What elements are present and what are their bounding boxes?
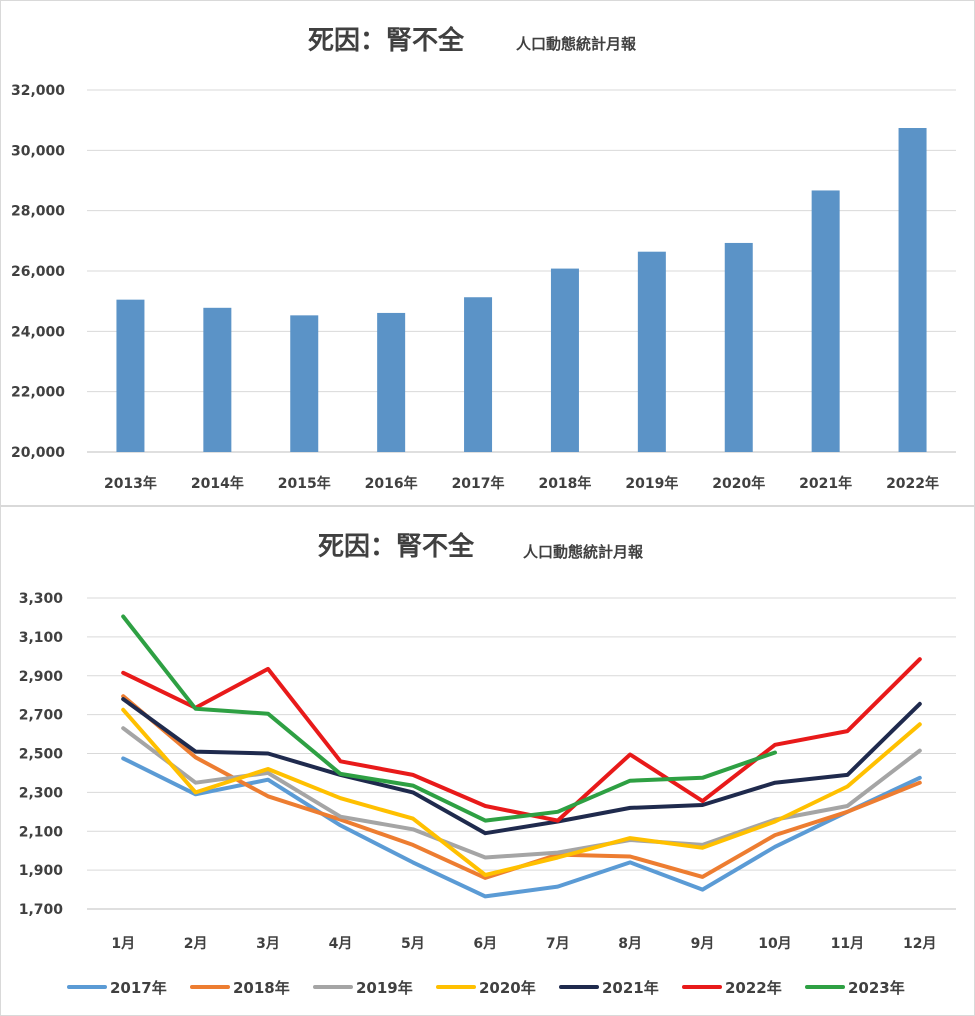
x-tick-label: 2015年	[278, 475, 331, 492]
legend-entry: 2023年	[848, 979, 905, 997]
chart-subtitle: 人口動態統計月報	[516, 35, 637, 53]
x-tick-label: 5月	[401, 936, 425, 952]
y-tick-label: 24,000	[11, 324, 65, 340]
bar-chart: 死因：腎不全 人口動態統計月報 20,000 22,000 24,000 26,000…	[11, 25, 956, 492]
series-line	[121, 697, 922, 836]
legend-entry: 2019年	[356, 979, 413, 997]
line-chart-panel: 死因：腎不全 人口動態統計月報 1,700 1,900 2,100 2,300 2,50…	[0, 506, 975, 1016]
y-tick-label: 2,300	[19, 785, 64, 801]
y-tick-label: 20,000	[11, 445, 65, 461]
x-tick-label: 8月	[618, 936, 642, 952]
x-tick-label: 2017年	[452, 475, 505, 492]
y-tick-label: 2,500	[19, 747, 64, 763]
y-tick-label: 3,300	[19, 591, 64, 607]
bar	[203, 307, 232, 452]
legend: 2017年 2018年 2019年 2020年 2021年 2022年 2023年	[67, 979, 905, 997]
x-tick-label: 12月	[903, 936, 936, 952]
bar	[898, 128, 927, 452]
series-line	[121, 756, 922, 899]
x-tick-label: 2014年	[191, 475, 244, 492]
bar	[464, 297, 493, 452]
legend-entry: 2018年	[233, 979, 290, 997]
bar	[637, 251, 666, 452]
legend-entry: 2017年	[110, 979, 167, 997]
x-tick-label: 2013年	[104, 475, 157, 492]
x-tick-label: 11月	[831, 936, 864, 952]
chart-title: 死因：腎不全	[318, 531, 475, 562]
x-tick-label: 2月	[184, 936, 208, 952]
y-tick-label: 2,700	[19, 708, 64, 724]
series-line	[121, 694, 922, 880]
bar-chart-panel: 死因：腎不全 人口動態統計月報 20,000 22,000 24,000 26,000…	[0, 0, 975, 506]
y-tick-label: 2,900	[19, 669, 64, 685]
series-line	[121, 707, 922, 877]
x-tick-label: 10月	[758, 936, 791, 952]
y-tick-label: 26,000	[11, 264, 65, 280]
y-tick-label: 22,000	[11, 385, 65, 401]
bar	[724, 242, 753, 452]
legend-entry: 2021年	[602, 979, 659, 997]
bar	[811, 190, 840, 452]
legend-entry: 2022年	[725, 979, 782, 997]
x-tick-label: 7月	[546, 936, 570, 952]
series-line	[121, 657, 922, 823]
y-tick-label: 30,000	[11, 143, 65, 159]
y-tick-label: 3,100	[19, 630, 64, 646]
x-tick-label: 2018年	[538, 475, 591, 492]
chart-subtitle: 人口動態統計月報	[523, 543, 644, 561]
y-tick-label: 32,000	[11, 83, 65, 99]
y-tick-label: 2,100	[19, 824, 64, 840]
y-tick-label: 1,700	[19, 902, 64, 918]
chart-title: 死因：腎不全	[308, 25, 465, 56]
x-tick-label: 2020年	[712, 475, 765, 492]
x-tick-label: 3月	[256, 936, 280, 952]
x-tick-label: 1月	[111, 936, 135, 952]
y-tick-label: 1,900	[19, 863, 64, 879]
line-chart: 死因：腎不全 人口動態統計月報 1,700 1,900 2,100 2,300 2,50…	[19, 531, 956, 997]
y-tick-label: 28,000	[11, 204, 65, 220]
bar	[550, 268, 579, 452]
x-tick-label: 4月	[329, 936, 353, 952]
x-tick-label: 2021年	[799, 475, 852, 492]
legend-entry: 2020年	[479, 979, 536, 997]
x-tick-label: 2019年	[625, 475, 678, 492]
bar	[116, 299, 145, 452]
x-tick-label: 9月	[691, 936, 715, 952]
x-tick-label: 6月	[473, 936, 497, 952]
x-tick-label: 2022年	[886, 475, 939, 492]
bar	[377, 312, 406, 452]
bar	[290, 315, 319, 452]
x-tick-label: 2016年	[365, 475, 418, 492]
series-line	[121, 614, 777, 823]
